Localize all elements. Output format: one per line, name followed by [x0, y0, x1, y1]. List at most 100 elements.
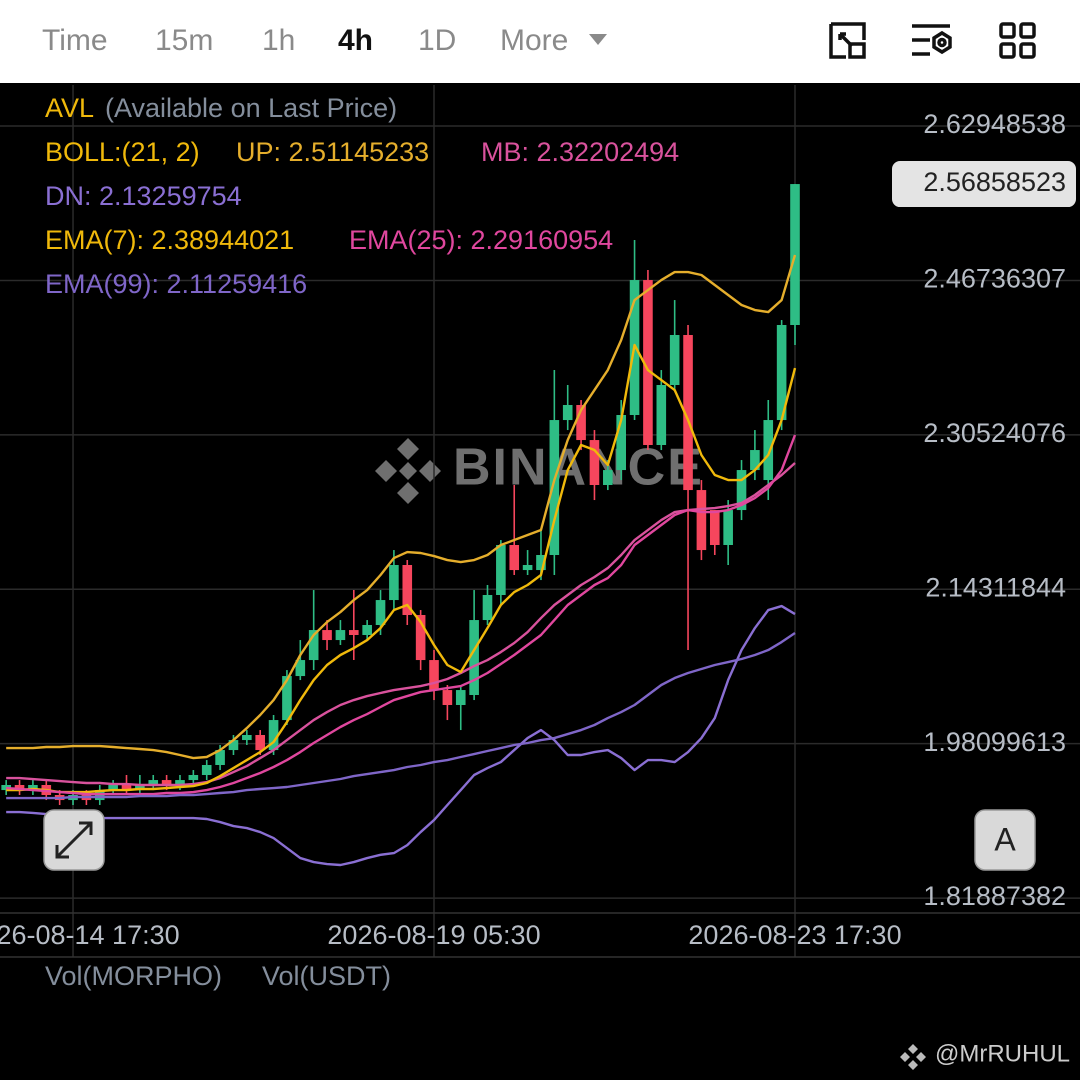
auto-scale-label[interactable]: A [994, 821, 1016, 857]
watermark-text: BINANCE [453, 439, 704, 497]
candle-body [562, 405, 573, 421]
x-tick-label: 2026-08-23 17:30 [688, 920, 901, 950]
candle-body [322, 630, 332, 641]
candle-body [161, 780, 172, 785]
interval-tab[interactable]: Time [42, 24, 108, 57]
credit-logo [900, 1044, 926, 1070]
legend-entry: UP: 2.51145233 [236, 137, 429, 167]
candle-body [375, 600, 386, 625]
candle-body [536, 555, 546, 571]
indicator-icon[interactable] [912, 24, 952, 56]
legend-entry: EMA(7): 2.38944021 [45, 225, 294, 255]
candle-body [135, 785, 145, 791]
candle-body [442, 690, 453, 705]
candle-body [549, 420, 560, 555]
x-tick-label: 2026-08-14 17:30 [0, 920, 180, 950]
plot-area [1, 184, 800, 867]
candle-body [402, 565, 413, 615]
auto-scale-button[interactable]: A [974, 809, 1036, 871]
candle-body [415, 615, 426, 661]
more-caret[interactable] [589, 34, 607, 45]
candle-body [429, 660, 439, 691]
expand-button[interactable] [43, 809, 105, 871]
candle-body [389, 565, 399, 601]
candle-body [215, 750, 225, 765]
candle-body [335, 630, 346, 641]
candle-body [576, 405, 586, 441]
layout-icon[interactable] [999, 22, 1036, 59]
volume-label: Vol(MORPHO) [45, 961, 222, 991]
indicator-line [6, 604, 796, 867]
candle-body [121, 785, 132, 791]
candle-body [108, 785, 118, 791]
candle-body [723, 510, 733, 545]
candle-body [750, 450, 760, 471]
candle-body [469, 620, 479, 695]
y-tick-label: 1.98099613 [923, 727, 1066, 757]
y-tick-label: 2.14311844 [925, 572, 1066, 602]
interval-tabs: Time 15m 1h 4h 1D More [42, 24, 568, 57]
candle-body [1, 785, 11, 791]
credit: @MrRUHUL [935, 1040, 1070, 1067]
interval-tab[interactable]: 1D [418, 24, 456, 57]
avl-label: AVL [45, 93, 94, 123]
legend-entry: EMA(25): 2.29160954 [349, 225, 613, 255]
candle-body [201, 765, 212, 775]
candle-body [589, 440, 600, 485]
legend-entry: MB: 2.32202494 [481, 137, 679, 167]
indicator-line [6, 254, 797, 760]
candle-body [496, 545, 506, 595]
candle-body [669, 335, 680, 385]
candle-body [776, 325, 787, 421]
interval-tab[interactable]: 4h [338, 24, 373, 57]
candle-body [683, 335, 693, 491]
candle-body [282, 676, 292, 721]
interval-tab[interactable]: 15m [155, 24, 213, 57]
candle-body [696, 490, 707, 551]
volume-label: Vol(USDT) [262, 961, 391, 991]
labels: 2.62948538 2.46736307 2.30524076 2.14311844… [0, 93, 1076, 950]
interval-tab[interactable]: More [500, 24, 568, 57]
candle-body [616, 415, 626, 471]
candle-body [295, 660, 306, 677]
candle-body [268, 720, 279, 751]
boll-label: BOLL:(21, 2) [45, 137, 200, 167]
candle-body [228, 740, 239, 751]
y-tick-label: 2.30524076 [923, 418, 1066, 448]
candle-body [643, 280, 653, 445]
candle-body [455, 690, 466, 705]
avl-note: (Available on Last Price) [105, 93, 397, 123]
candle-body [188, 775, 199, 781]
watermark-logo [375, 438, 441, 504]
candle-body [348, 630, 359, 635]
candle-body [709, 510, 720, 545]
y-tick-label: 2.46736307 [923, 264, 1066, 294]
indicator-line [6, 434, 797, 796]
y-tick-label: 1.81887382 [923, 881, 1066, 911]
legend-entry: EMA(99): 2.11259416 [45, 269, 307, 299]
y-tick-label: 2.62948538 [923, 109, 1066, 139]
indicator-line [6, 632, 796, 800]
candle-body [736, 470, 747, 511]
candle-body [255, 735, 265, 751]
candle-body [482, 595, 493, 621]
candle-body [603, 470, 613, 485]
indicator-line [6, 462, 796, 787]
last-price-tag [892, 161, 1076, 208]
candle-body [522, 565, 533, 571]
candle-body [763, 420, 774, 481]
x-tick-label: 2026-08-19 05:30 [327, 920, 540, 950]
candle-body [148, 780, 159, 785]
candle-body [14, 785, 25, 791]
toolbar [0, 0, 1080, 83]
candle-body [242, 735, 252, 741]
interval-tab[interactable]: 1h [262, 24, 295, 57]
candle-body [175, 780, 185, 785]
last-price-label: 2.56858523 [923, 167, 1066, 197]
candle-body [362, 625, 372, 635]
chart-settings-icon[interactable] [829, 22, 866, 59]
legend-entry: DN: 2.13259754 [45, 181, 242, 211]
candle-body [509, 545, 520, 571]
indicator-line [6, 343, 797, 794]
